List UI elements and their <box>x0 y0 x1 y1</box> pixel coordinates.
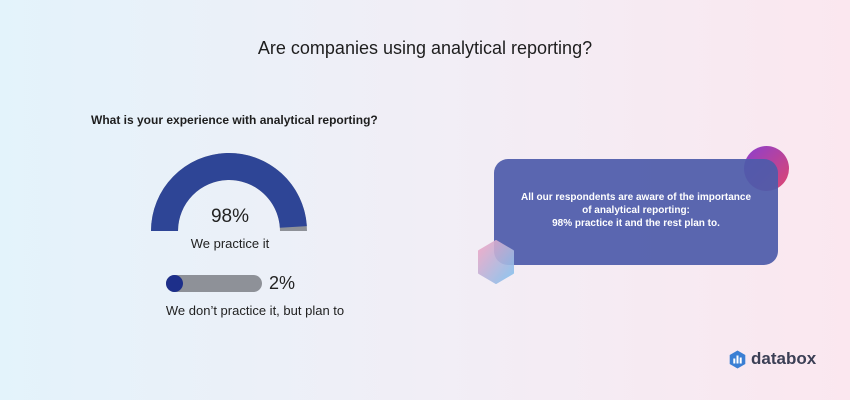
bar-fill <box>166 275 183 292</box>
note-line: of analytical reporting: <box>582 205 690 216</box>
brand: databox <box>729 349 816 369</box>
note-line: 98% practice it and the rest plan to. <box>552 218 720 229</box>
gauge-value: 98% <box>210 206 250 227</box>
question-text: What is your experience with analytical … <box>91 113 378 127</box>
page-title: Are companies using analytical reporting… <box>257 38 593 58</box>
gauge-label: We practice it <box>190 236 270 251</box>
databox-logo-icon <box>729 350 746 368</box>
bar-track <box>166 275 262 292</box>
decorative-hexagon <box>478 240 514 284</box>
note-line: All our respondents are aware of the imp… <box>520 192 752 203</box>
gauge-fill <box>151 152 307 231</box>
bar-value: 2% <box>269 273 296 293</box>
brand-name: databox <box>751 349 817 368</box>
bar-label: We don’t practice it, but plan to <box>165 303 345 318</box>
note-card: All our respondents are aware of the imp… <box>494 159 778 265</box>
